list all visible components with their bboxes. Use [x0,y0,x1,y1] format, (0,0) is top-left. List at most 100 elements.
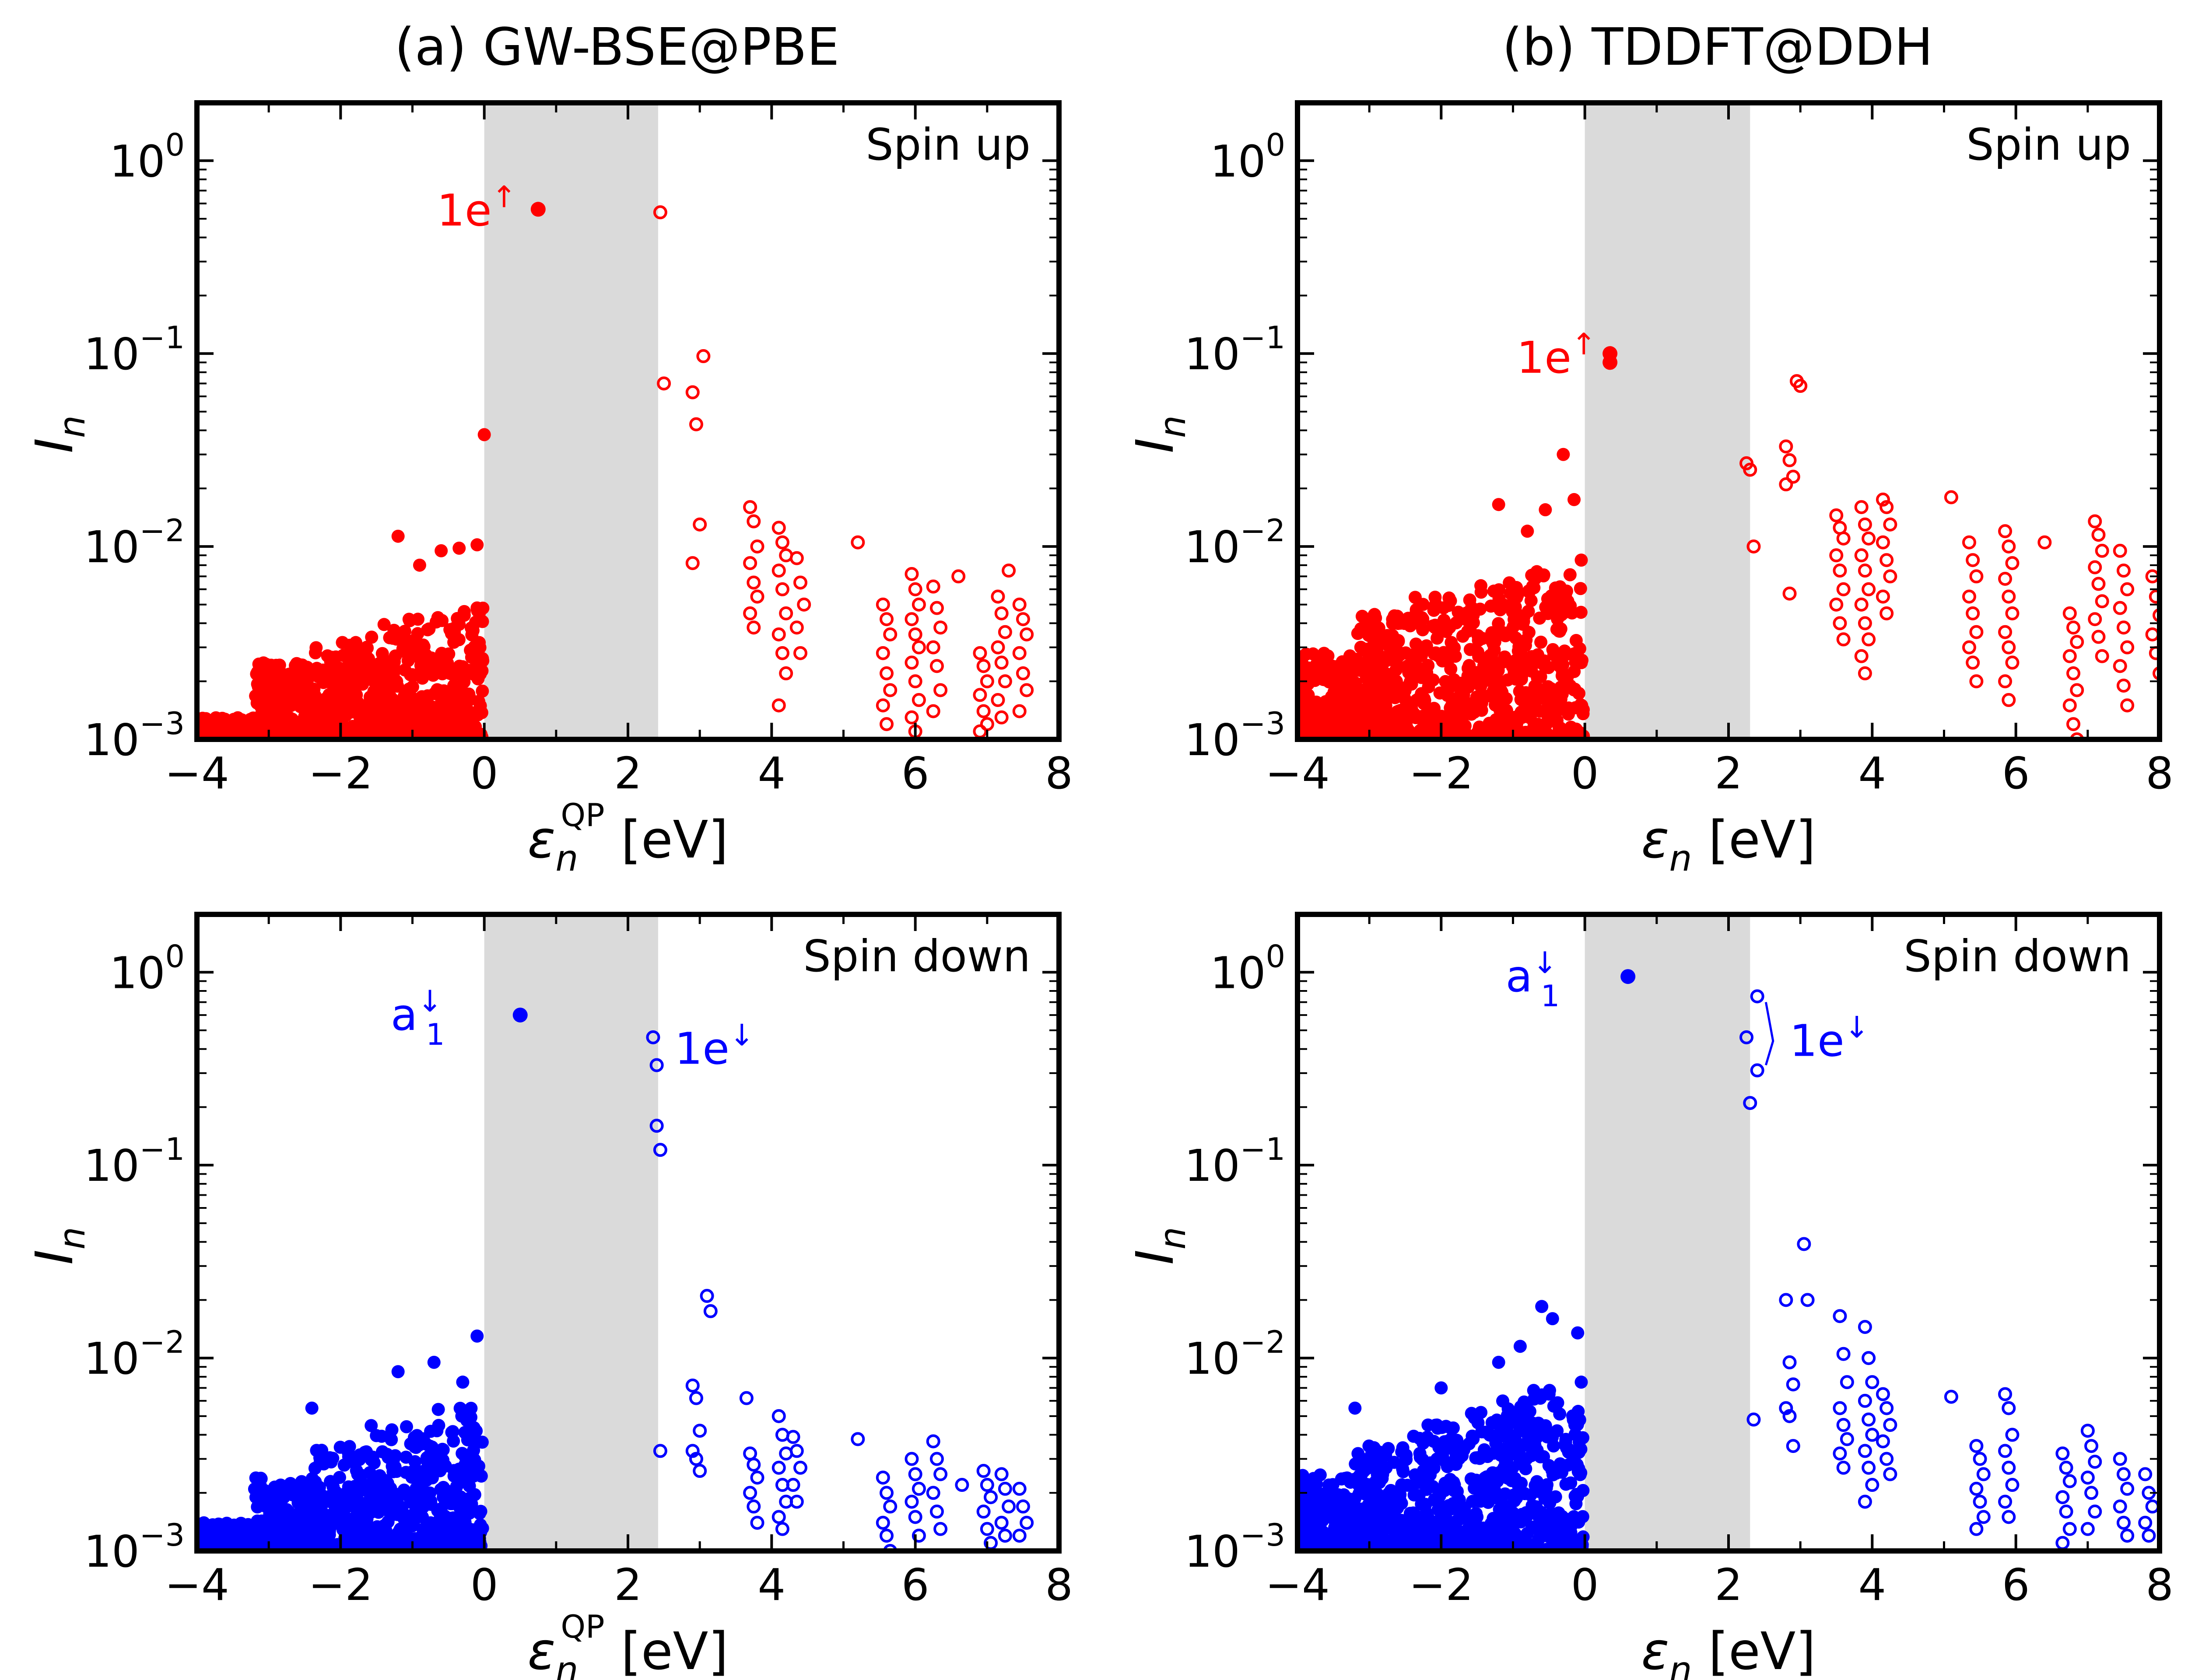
occupied-point [399,1450,413,1464]
unoccupied-point [933,1467,948,1481]
unoccupied-point [1998,524,2013,539]
unoccupied-point [1876,535,1890,550]
occupied-point [447,1513,460,1527]
occupied-point [310,1444,323,1457]
unoccupied-point [646,1030,660,1044]
occupied-point [1535,1300,1549,1313]
unoccupied-point [2116,564,2131,578]
unoccupied-point [1862,1460,1876,1475]
occupied-point [1407,610,1420,623]
spin-label: Spin down [1904,931,2131,982]
y-tick-label: 10−2 [1185,1324,1285,1384]
occupied-point [1399,646,1413,660]
unoccupied-point [653,1143,667,1157]
occupied-point [1427,1435,1441,1448]
unoccupied-point [750,589,764,604]
occupied-point [428,687,441,700]
occupied-point [1316,1525,1330,1539]
occupied-point [1491,674,1504,687]
occupied-point [1375,676,1389,690]
occupied-point [1516,1539,1529,1551]
y-axis-label: In [1125,1227,1194,1265]
occupied-point [343,1530,356,1543]
occupied-point [1574,582,1587,595]
unoccupied-point [2005,1428,2020,1442]
occupied-point [326,724,340,737]
unoccupied-point [649,1119,664,1133]
unoccupied-point [2116,620,2131,635]
unoccupied-point [1782,453,1797,467]
unoccupied-point [929,1505,944,1519]
unoccupied-point [1829,548,1844,563]
unoccupied-point [2002,1460,2016,1475]
unoccupied-point [2002,589,2016,604]
unoccupied-point [980,1522,994,1536]
unoccupied-point [994,1516,1009,1530]
occupied-point [215,718,229,731]
x-tick-label: 8 [1045,748,1073,799]
unoccupied-point [1858,517,1872,532]
unoccupied-point [1858,616,1872,630]
x-tick-label: 6 [2002,748,2030,799]
occupied-point [1560,702,1573,716]
occupied-point [1490,1474,1504,1488]
occupied-point [1557,448,1570,461]
unoccupied-point [1750,1063,1764,1078]
occupied-point [468,1488,481,1502]
occupied-point [1318,670,1331,683]
occupied-point [1441,1460,1454,1474]
occupied-point [1485,1416,1499,1429]
occupied-point [463,1506,476,1520]
x-tick-label: 2 [1715,1559,1743,1610]
unoccupied-point [1862,632,1876,647]
occupied-point [258,664,272,677]
occupied-point [477,428,491,441]
unoccupied-point [771,1510,786,1524]
occupied-point [365,1419,378,1432]
occupied-point [1335,1472,1348,1486]
unoccupied-point [905,655,919,670]
unoccupied-point [775,1428,789,1442]
unoccupied-point [876,646,890,660]
occupied-point [1364,1499,1378,1513]
unoccupied-point [1862,1412,1876,1427]
unoccupied-point [2095,649,2109,663]
unoccupied-point [976,1464,991,1478]
defect-state-point [1602,355,1618,370]
unoccupied-point [696,349,711,364]
occupied-point [1421,659,1435,672]
occupied-point [391,529,405,543]
occupied-point [414,1493,428,1506]
gap-region [1585,914,1750,1551]
unoccupied-point [1998,674,2013,689]
occupied-point [318,708,332,722]
unoccupied-point [1016,612,1030,626]
y-tick-label: 10−3 [84,1517,185,1577]
occupied-point [1522,605,1535,618]
occupied-point [1470,1540,1483,1551]
unoccupied-point [747,514,761,528]
occupied-point [1364,648,1377,662]
occupied-point [348,651,362,665]
unoccupied-point [1012,646,1027,660]
unoccupied-point [1800,1293,1815,1307]
unoccupied-point [880,612,894,626]
defect-state-point [1620,969,1636,984]
unoccupied-point [1862,582,1876,596]
annotation-label: a↓ 1 [391,984,445,1052]
occupied-point [337,649,350,662]
unoccupied-point [1854,500,1869,514]
occupied-point [361,708,375,722]
occupied-point [1350,652,1363,666]
panel-b-up: 1e↑ −4 −2 0 2 4 6 8 10−3 10−2 10−1 100 Spin up In εn [… [1125,100,2174,879]
occupied-point [464,1401,478,1415]
unoccupied-point [1746,539,1761,554]
occupied-point [362,652,375,665]
occupied-point [301,1526,315,1539]
x-tick-label: −2 [1409,748,1473,799]
unoccupied-point [1836,1347,1851,1361]
unoccupied-point [750,1516,764,1530]
unoccupied-point [908,1467,922,1481]
occupied-point [1519,1462,1532,1476]
occupied-point [299,696,312,710]
